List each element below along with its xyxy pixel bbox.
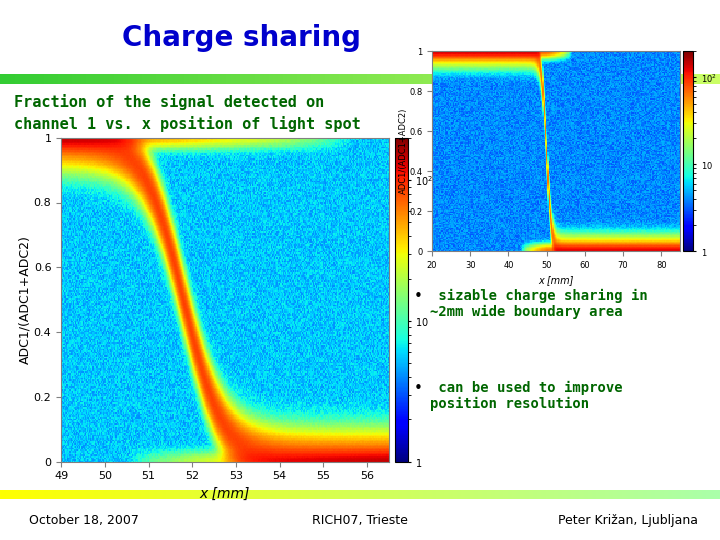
Text: Peter Križan, Ljubljana: Peter Križan, Ljubljana (559, 514, 698, 526)
Text: •: • (414, 381, 423, 396)
Text: can be used to improve
position resolution: can be used to improve position resoluti… (430, 381, 623, 411)
Text: channel 1 vs. x position of light spot: channel 1 vs. x position of light spot (14, 116, 361, 132)
X-axis label: x [mm]: x [mm] (539, 275, 574, 285)
Text: RICH07, Trieste: RICH07, Trieste (312, 514, 408, 526)
Text: Charge sharing: Charge sharing (122, 24, 361, 52)
Text: Fraction of the signal detected on: Fraction of the signal detected on (14, 94, 325, 111)
Text: October 18, 2007: October 18, 2007 (29, 514, 139, 526)
Text: sizable charge sharing in
~2mm wide boundary area: sizable charge sharing in ~2mm wide boun… (430, 289, 647, 320)
Y-axis label: ADC1/(ADC1+ADC2): ADC1/(ADC1+ADC2) (18, 235, 31, 364)
Text: •: • (414, 289, 423, 304)
X-axis label: x [mm]: x [mm] (200, 487, 250, 501)
Y-axis label: ADC1/(ADC1+ADC2): ADC1/(ADC1+ADC2) (399, 108, 408, 194)
